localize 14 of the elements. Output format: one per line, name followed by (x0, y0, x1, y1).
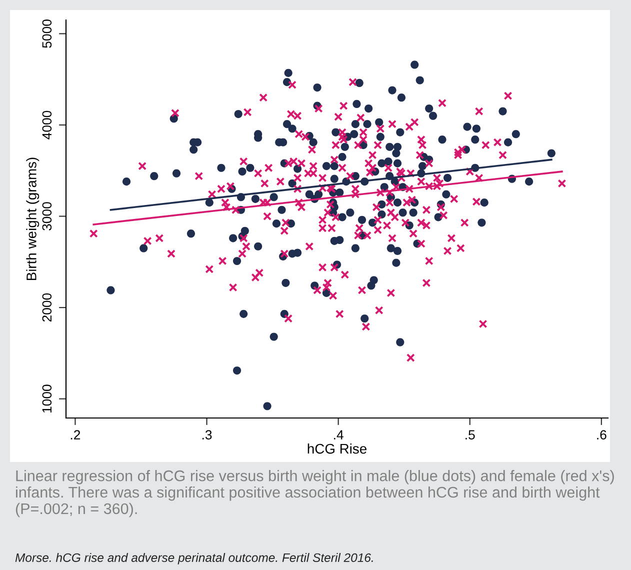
y-tick-label: 4000 (42, 110, 52, 140)
x-tick-label: .4 (334, 430, 344, 440)
y-tick-label: 1000 (42, 384, 52, 412)
text: Linear regression of hCG rise versus birth weight in male (blue dots) and female (red x's) infants. There was a significant positive association between hCG rise and birth weight (P=.002; n = 360). (16, 470, 614, 518)
x-axis-title: hCG Rise (308, 443, 366, 454)
x-tick-label: .6 (597, 430, 606, 440)
y-tick-label: 3000 (42, 202, 52, 230)
x-tick-label: .3 (202, 430, 212, 440)
text: Morse. hCG rise and adverse perinatal outcome. Fertil Steril 2016. (15, 553, 373, 564)
x-tick-label: .5 (466, 430, 475, 440)
y-axis-title: Birth weight (grams) (26, 158, 40, 280)
y-tick-label: 5000 (42, 20, 52, 48)
y-tick-label: 2000 (42, 293, 52, 322)
x-tick-label: .2 (70, 430, 80, 440)
